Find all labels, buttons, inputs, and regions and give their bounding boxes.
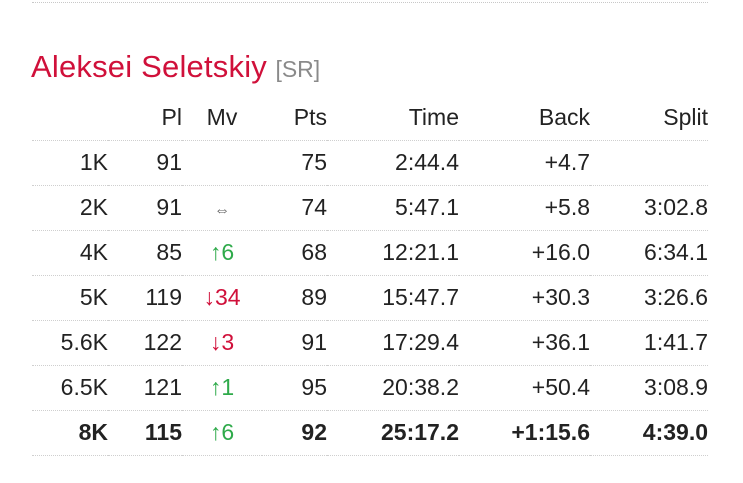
cell-split-label: 4K [32, 230, 108, 276]
cell-move: ⇔ [182, 185, 262, 231]
move-indicator: ↑6 [210, 239, 234, 266]
move-indicator: ↑1 [210, 374, 234, 401]
table-row: 1K 91 75 2:44.4 +4.7 [32, 140, 708, 186]
cell-move: ↑6 [182, 230, 262, 276]
table-row: 2K 91 ⇔ 74 5:47.1 +5.8 3:02.8 [32, 185, 708, 231]
cell-time: 25:17.2 [327, 410, 459, 456]
move-indicator: ↑6 [210, 419, 234, 446]
cell-place: 122 [108, 320, 182, 366]
table-row: 4K 85 ↑6 68 12:21.1 +16.0 6:34.1 [32, 230, 708, 276]
cell-split-label: 6.5K [32, 365, 108, 411]
cell-back: +30.3 [459, 275, 590, 321]
cell-time: 15:47.7 [327, 275, 459, 321]
cell-points: 68 [262, 230, 327, 276]
col-header-points: Pts [262, 96, 327, 141]
splits-table: Pl Mv Pts Time Back Split 1K 91 75 2:44.4 +4… [32, 96, 708, 456]
cell-back: +16.0 [459, 230, 590, 276]
arrow-left-right-icon: ⇔ [214, 202, 230, 219]
cell-split-label: 2K [32, 185, 108, 231]
cell-place: 115 [108, 410, 182, 456]
cell-points: 74 [262, 185, 327, 231]
cell-split: 6:34.1 [590, 230, 708, 276]
cell-split-label: 5K [32, 275, 108, 321]
move-value: 6 [221, 239, 235, 265]
cell-move: ↓34 [182, 275, 262, 321]
cell-back: +5.8 [459, 185, 590, 231]
cell-move: ↑6 [182, 410, 262, 456]
cell-points: 91 [262, 320, 327, 366]
cell-split-label: 5.6K [32, 320, 108, 366]
table-row: 8K 115 ↑6 92 25:17.2 +1:15.6 4:39.0 [32, 410, 708, 456]
col-header-split-label [32, 96, 108, 141]
cell-split-label: 1K [32, 140, 108, 186]
cell-place: 121 [108, 365, 182, 411]
cell-time: 17:29.4 [327, 320, 459, 366]
cell-place: 85 [108, 230, 182, 276]
table-body: 1K 91 75 2:44.4 +4.7 2K 91 ⇔ 74 5:47.1 +5.8 3:02.8 4… [32, 140, 708, 456]
cell-points: 75 [262, 140, 327, 186]
arrow-down-icon: ↓ [209, 329, 222, 355]
cell-move: ↓3 [182, 320, 262, 366]
move-indicator: ⇔ [214, 202, 230, 220]
cell-split: 3:08.9 [590, 365, 708, 411]
arrow-up-icon: ↑ [209, 419, 222, 445]
cell-back: +50.4 [459, 365, 590, 411]
cell-split: 4:39.0 [590, 410, 708, 456]
cell-place: 119 [108, 275, 182, 321]
cell-move [182, 140, 262, 186]
cell-time: 20:38.2 [327, 365, 459, 411]
athlete-name[interactable]: Aleksei Seletskiy [31, 49, 267, 84]
col-header-place: Pl [108, 96, 182, 141]
col-header-split: Split [590, 96, 708, 141]
cell-place: 91 [108, 185, 182, 231]
cell-time: 12:21.1 [327, 230, 459, 276]
athlete-country-code: [SR] [275, 56, 321, 82]
move-value: 3 [221, 329, 235, 355]
move-indicator: ↓34 [203, 284, 240, 311]
cell-points: 95 [262, 365, 327, 411]
arrow-down-icon: ↓ [203, 284, 215, 310]
cell-points: 92 [262, 410, 327, 456]
cell-split: 3:26.6 [590, 275, 708, 321]
col-header-time: Time [327, 96, 459, 141]
cell-time: 5:47.1 [327, 185, 459, 231]
table-row: 5K 119 ↓34 89 15:47.7 +30.3 3:26.6 [32, 275, 708, 321]
cell-move: ↑1 [182, 365, 262, 411]
move-value: 6 [221, 419, 235, 445]
col-header-back: Back [459, 96, 590, 141]
athlete-header: Aleksei Seletskiy [SR] [31, 49, 320, 85]
cell-split: 3:02.8 [590, 185, 708, 231]
table-row: 5.6K 122 ↓3 91 17:29.4 +36.1 1:41.7 [32, 320, 708, 366]
cell-place: 91 [108, 140, 182, 186]
cell-back: +36.1 [459, 320, 590, 366]
move-value: 34 [214, 284, 241, 310]
cell-points: 89 [262, 275, 327, 321]
cell-back: +1:15.6 [459, 410, 590, 456]
move-value: 1 [221, 374, 235, 400]
table-row: 6.5K 121 ↑1 95 20:38.2 +50.4 3:08.9 [32, 365, 708, 411]
top-divider [32, 2, 708, 3]
arrow-up-icon: ↑ [209, 239, 222, 265]
cell-time: 2:44.4 [327, 140, 459, 186]
cell-split-label: 8K [32, 410, 108, 456]
col-header-move: Mv [182, 96, 262, 141]
cell-split [590, 140, 708, 186]
arrow-up-icon: ↑ [209, 374, 222, 400]
move-indicator: ↓3 [210, 329, 234, 356]
table-header-row: Pl Mv Pts Time Back Split [32, 96, 708, 141]
cell-back: +4.7 [459, 140, 590, 186]
cell-split: 1:41.7 [590, 320, 708, 366]
